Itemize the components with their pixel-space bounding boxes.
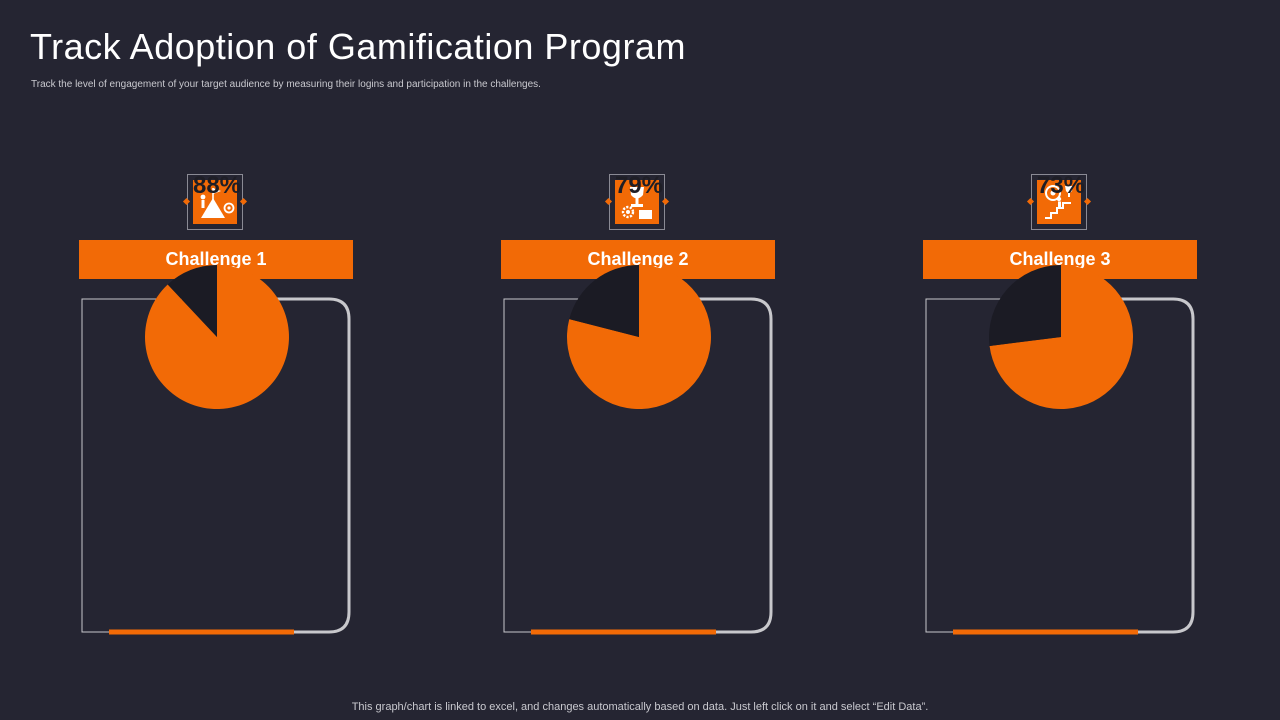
challenge-card-1: Challenge 1 88% — [79, 172, 353, 638]
challenge-3-label: Challenge 3 — [1009, 249, 1111, 269]
challenge-2-pie — [566, 265, 711, 409]
challenge-card-3: Challenge 3 73% — [923, 172, 1197, 638]
trophy-gear-icon — [615, 180, 659, 224]
target-climber-icon — [1037, 180, 1081, 224]
challenge-3-percentage: 73% — [1036, 172, 1086, 199]
pie-slice-value — [144, 265, 289, 409]
pie-slice-value — [989, 265, 1134, 409]
footnote: This graph/chart is linked to excel, and… — [351, 701, 929, 713]
mountain-flag-icon — [193, 180, 237, 224]
challenge-3-pie — [989, 265, 1134, 409]
pie-slice-value — [566, 265, 711, 409]
pie-slice-remainder — [989, 265, 1061, 347]
challenge-1-icon-frame — [187, 174, 243, 230]
challenge-2-icon-frame — [609, 174, 665, 230]
page-title: Track Adoption of Gamification Program — [30, 26, 686, 67]
page-subtitle: Track the level of engagement of your ta… — [31, 79, 541, 90]
challenge-2-banner: Challenge 2 — [501, 240, 775, 289]
pie-slice-remainder — [569, 265, 639, 337]
challenge-1-banner: Challenge 1 — [79, 240, 353, 289]
challenge-3-icon-frame — [1031, 174, 1087, 230]
challenge-2-percentage: 79% — [614, 172, 664, 199]
challenge-2-label: Challenge 2 — [587, 249, 689, 269]
challenge-1-label: Challenge 1 — [165, 249, 267, 269]
challenge-1-percentage: 88% — [192, 172, 242, 199]
challenge-1-pie — [144, 265, 289, 409]
challenge-2-frame — [503, 297, 773, 635]
pie-slice-remainder — [167, 265, 217, 337]
challenge-3-frame — [925, 297, 1195, 635]
challenge-card-2: Challenge 2 79% — [501, 172, 775, 638]
